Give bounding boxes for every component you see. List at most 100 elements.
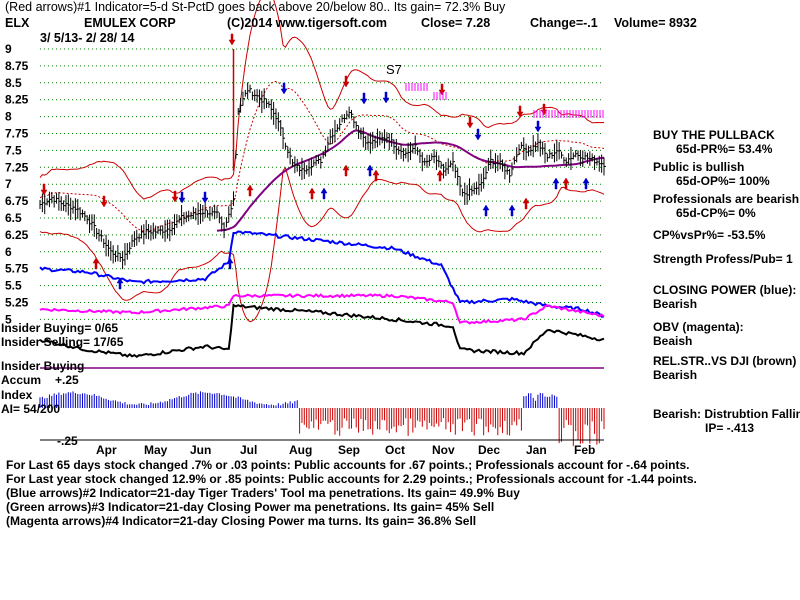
y-tick-label: 6.25: [5, 228, 29, 242]
company-name: EMULEX CORP: [84, 16, 176, 30]
right-panel-line: 65d-OP%= 100%: [676, 174, 770, 188]
obv-line: [39, 293, 605, 325]
accum-title-2: Accum: [1, 373, 42, 387]
y-tick-label: 6: [5, 245, 12, 259]
signal-arrow: [308, 187, 316, 200]
signal-arrow: [372, 169, 380, 182]
pattern-label: S7: [386, 62, 402, 77]
signal-arrow: [508, 204, 516, 217]
y-tick-label: 7.5: [5, 143, 22, 157]
signal-arrow: [436, 169, 444, 182]
y-tick-label: 8.25: [5, 93, 29, 107]
footer-line: (Blue arrows)#2 Indicator=21-day Tiger T…: [6, 486, 520, 500]
signal-arrow: [171, 190, 179, 203]
x-tick-label: Apr: [96, 443, 117, 457]
x-tick-label: Aug: [289, 443, 312, 457]
y-tick-label: 7: [5, 177, 12, 191]
y-tick-labels: 9 8.75 8.5 8.25 8 7.75 7.5 7.25 7 6.75 6.5 6.25 6 5.7…: [5, 42, 29, 326]
signal-arrow: [562, 177, 570, 190]
x-tick-label: Dec: [478, 443, 500, 457]
footer-line: For Last year stock changed 12.9% or .85…: [6, 472, 697, 486]
signal-arrow: [246, 184, 254, 197]
right-panel-line: OBV (magenta):: [653, 320, 744, 334]
inner-band: [39, 80, 605, 233]
signal-arrow: [342, 75, 350, 88]
signal-arrow: [474, 128, 482, 141]
ticker-symbol: ELX: [5, 16, 30, 30]
right-panel-line: Professionals are bearish: [653, 192, 800, 206]
insider-buying-label: Insider Buying= 0/65: [1, 321, 119, 335]
y-tick-label: 9: [5, 42, 12, 56]
x-tick-labels: Apr May Jun Jul Aug Sep Oct Nov Dec Jan Feb: [96, 443, 595, 457]
right-panel-line: BUY THE PULLBACK: [653, 128, 775, 142]
footer-line: For Last 65 days stock changed .7% or .0…: [6, 458, 690, 472]
close-value: Close= 7.28: [421, 16, 491, 30]
relative-strength-line: [39, 303, 605, 369]
y-tick-label: 5.25: [5, 296, 29, 310]
signal-arrow: [482, 204, 490, 217]
signal-arrow: [360, 92, 368, 105]
y-tick-label: 7.25: [5, 160, 29, 174]
price-bars: [39, 49, 606, 270]
signal-arrow: [92, 257, 100, 270]
footer-line: (Green arrows)#3 Indicator=21-day Closin…: [6, 500, 495, 514]
right-panel-line: 65d-CP%= 0%: [676, 206, 756, 220]
obv: [39, 293, 605, 325]
signal-arrow: [228, 33, 236, 46]
signal-arrow: [40, 183, 48, 196]
ai-label: AI= 54/200: [1, 402, 61, 416]
accum-title-1: Insider Buying: [1, 359, 85, 373]
right-panel-line: Beaish: [653, 334, 693, 348]
x-tick-label: Sep: [338, 443, 360, 457]
copyright: (C)2014 www.tigersoft.com: [227, 16, 387, 30]
signal-arrow: [116, 277, 124, 290]
indicator-1-line: (Red arrows)#1 Indicator=5-d St-PctD goe…: [5, 0, 506, 14]
closing-power: [39, 230, 604, 318]
right-panel-line: IP= -.413: [705, 421, 755, 435]
x-tick-label: Feb: [574, 443, 595, 457]
volume-value: Volume= 8932: [614, 16, 697, 30]
accum-title-3: Index: [1, 388, 33, 402]
x-tick-label: Jul: [240, 443, 257, 457]
accum-minus-label: -.25: [57, 434, 78, 448]
y-tick-label: 8.5: [5, 76, 22, 90]
right-panel-line: CP%vsPr%= -53.5%: [653, 228, 766, 242]
x-tick-label: Jun: [190, 443, 211, 457]
signal-arrow: [522, 197, 530, 210]
x-tick-label: Jan: [526, 443, 547, 457]
y-tick-label: 6.5: [5, 211, 22, 225]
upper-band: [39, 0, 605, 200]
y-tick-label: 5: [5, 312, 12, 326]
right-panel-line: Strength Profess/Pub= 1: [653, 252, 793, 266]
right-panel-line: CLOSING POWER (blue):: [653, 283, 797, 297]
right-panel-line: Bearish: Distrubtion Falling: [653, 407, 800, 421]
accumulation-index-histogram: [39, 391, 605, 447]
signal-arrow: [178, 191, 186, 204]
y-tick-label: 7.75: [5, 127, 29, 141]
relative-strength: [39, 303, 605, 359]
x-tick-label: May: [144, 443, 168, 457]
lower-band: [39, 166, 605, 323]
signal-arrow: [382, 91, 390, 104]
bollinger-bands: [39, 0, 605, 323]
signal-arrow: [582, 177, 590, 190]
accum-plus-label: +.25: [55, 373, 79, 387]
y-tick-label: 8.75: [5, 59, 29, 73]
y-tick-label: 6.75: [5, 194, 29, 208]
signal-arrow: [226, 257, 234, 270]
closing-power-line: [39, 230, 604, 318]
y-tick-label: 5.5: [5, 279, 22, 293]
signal-arrow: [534, 120, 542, 133]
y-tick-label: 8: [5, 110, 12, 124]
x-tick-label: Oct: [385, 443, 405, 457]
footer-line: (Magenta arrows)#4 Indicator=21-day Clos…: [6, 514, 477, 528]
signal-arrow: [516, 105, 524, 118]
signal-arrow: [366, 164, 374, 177]
right-panel-line: REL.STR..VS DJI (brown): [653, 354, 797, 368]
signal-arrow: [201, 191, 209, 204]
signal-arrow: [100, 195, 108, 208]
y-tick-label: 5.75: [5, 262, 29, 276]
change-value: Change=-.1: [530, 16, 598, 30]
signal-arrow: [466, 116, 474, 129]
